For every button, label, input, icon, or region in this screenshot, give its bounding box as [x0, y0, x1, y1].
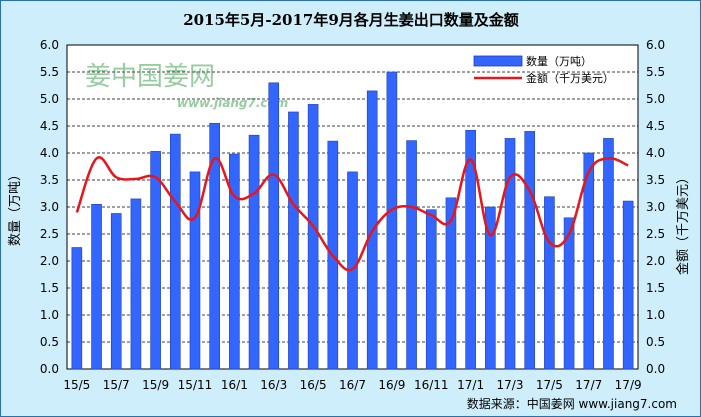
- source-note: 数据来源：中国姜网 www.jiang7.com: [467, 396, 677, 411]
- x-tick-label: 15/7: [103, 378, 130, 392]
- x-tick-label: 16/5: [300, 378, 327, 392]
- y-tick-label-left: 3.5: [40, 173, 59, 187]
- bar: [445, 197, 457, 370]
- y-tick-label-left: 5.0: [40, 92, 59, 106]
- y-tick-label-right: 5.5: [646, 65, 665, 79]
- x-tick-label: 15/5: [63, 378, 90, 392]
- y-tick-label-right: 3.5: [646, 173, 665, 187]
- bar: [150, 151, 161, 370]
- bar: [130, 198, 142, 370]
- y-tick-label-right: 6.0: [646, 38, 665, 52]
- bar: [110, 213, 122, 370]
- chart-title: 2015年5月-2017年9月各月生姜出口数量及金额: [183, 11, 519, 29]
- y-tick-label-left: 4.0: [40, 146, 59, 160]
- bar: [248, 134, 260, 370]
- line-series: [75, 155, 629, 272]
- bar: [563, 217, 575, 370]
- y-tick-label-left: 1.0: [40, 308, 59, 322]
- y-tick-label-left: 0.0: [40, 362, 59, 376]
- bar: [71, 247, 83, 370]
- bar: [307, 104, 319, 370]
- x-tick-label: 16/7: [339, 378, 366, 392]
- legend-line-label: 金额（千万美元）: [526, 71, 614, 85]
- y-tick-label-right: 2.0: [646, 254, 665, 268]
- grid-lines: [67, 71, 638, 343]
- bar: [544, 196, 555, 370]
- y-tick-label-right: 4.0: [646, 146, 665, 160]
- y-tick-label-left: 0.5: [40, 335, 59, 349]
- y-tick-label-left: 4.5: [40, 119, 59, 133]
- bar: [465, 130, 476, 370]
- bar: [169, 133, 181, 370]
- y-tick-label-left: 3.0: [40, 200, 59, 214]
- y-tick-label-right: 1.0: [646, 308, 665, 322]
- bar: [425, 209, 437, 370]
- right-axis-ticks: 0.0 0.5 1.0 1.5 2.0 2.5 3.0 3.5 4.0 4.5 5.0 5.5 6.0: [646, 38, 665, 376]
- amount-line: [75, 155, 629, 272]
- x-tick-label: 17/9: [615, 378, 642, 392]
- y-tick-label-left: 5.5: [40, 65, 59, 79]
- x-axis-ticks: 15/5 15/7 15/9 15/11 16/1 16/3 16/5 16/7 16/9 16/…: [63, 378, 641, 392]
- bar: [406, 140, 417, 370]
- y-tick-label-right: 3.0: [646, 200, 665, 214]
- watermark: 姜中国姜网 www.jiang7.com: [85, 62, 288, 110]
- x-tick-label: 16/11: [414, 378, 449, 392]
- legend-bar-label: 数量（万吨）: [526, 55, 592, 68]
- bar: [504, 138, 516, 370]
- legend-bar-swatch: [473, 55, 523, 67]
- right-axis-title: 金额（千万美元）: [675, 171, 691, 275]
- x-tick-label: 17/5: [536, 378, 563, 392]
- y-tick-label-left: 2.5: [40, 227, 59, 241]
- bar: [91, 204, 102, 370]
- y-tick-label-right: 5.0: [646, 92, 665, 106]
- y-tick-label-left: 2.0: [40, 254, 59, 268]
- bar: [288, 111, 299, 370]
- x-tick-label: 17/1: [457, 378, 484, 392]
- y-tick-label-right: 2.5: [646, 227, 665, 241]
- bar: [583, 152, 595, 370]
- bar: [209, 123, 220, 370]
- x-tick-label: 16/1: [221, 378, 248, 392]
- bar: [603, 138, 614, 370]
- y-tick-label-right: 0.0: [646, 362, 665, 376]
- watermark-logo-text: 姜中国姜网: [85, 62, 215, 92]
- x-tick-label: 17/7: [575, 378, 602, 392]
- bar: [268, 82, 280, 370]
- x-tick-label: 16/9: [378, 378, 405, 392]
- y-tick-label-left: 6.0: [40, 38, 59, 52]
- left-axis-title: 数量（万吨）: [8, 168, 23, 246]
- bar: [524, 131, 536, 370]
- left-axis-ticks: 0.0 0.5 1.0 1.5 2.0 2.5 3.0 3.5 4.0 4.5 5.0 5.5 6.0: [40, 38, 59, 376]
- legend: 数量（万吨） 金额（千万美元）: [473, 55, 614, 85]
- y-tick-label-right: 1.5: [646, 281, 665, 295]
- bar: [189, 171, 201, 370]
- x-tick-label: 15/11: [178, 378, 213, 392]
- bar: [622, 200, 634, 370]
- y-tick-label-right: 0.5: [646, 335, 665, 349]
- bar: [229, 153, 240, 370]
- x-tick-label: 16/3: [260, 378, 287, 392]
- y-tick-label-left: 1.5: [40, 281, 59, 295]
- bar: [485, 206, 496, 370]
- bar: [386, 71, 398, 370]
- x-tick-label: 15/9: [142, 378, 169, 392]
- y-tick-label-right: 4.5: [646, 119, 665, 133]
- x-tick-label: 17/3: [497, 378, 524, 392]
- watermark-url: www.jiang7.com: [177, 96, 288, 110]
